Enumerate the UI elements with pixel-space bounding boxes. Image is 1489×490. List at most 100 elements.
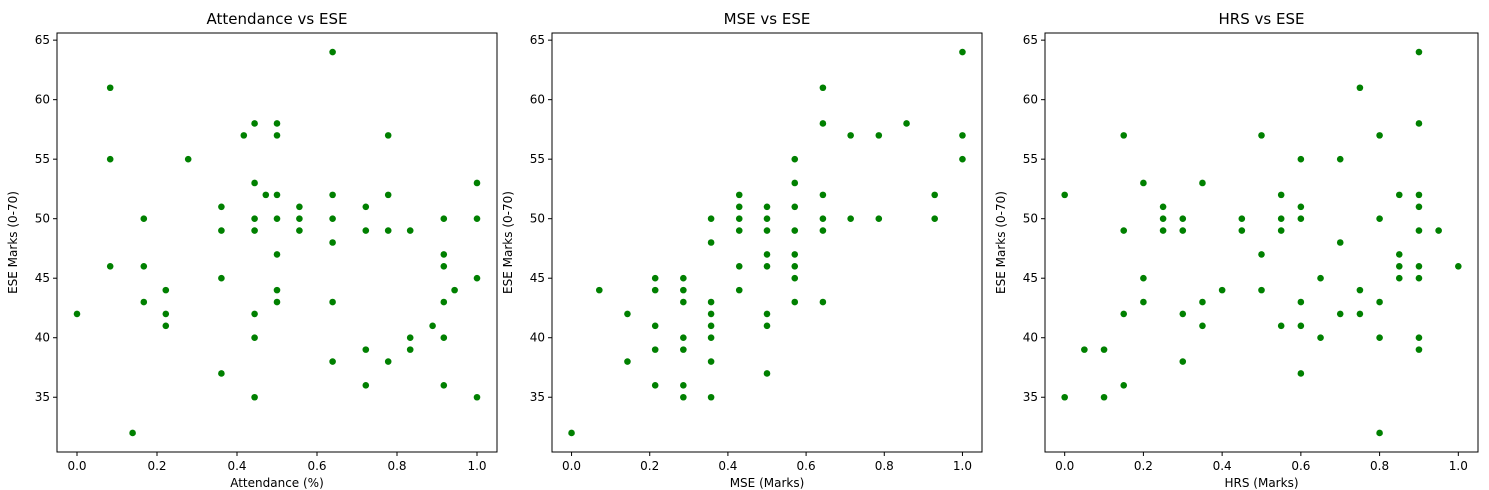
data-point (707, 358, 715, 365)
data-point (651, 286, 659, 294)
data-point (1395, 274, 1403, 282)
y-tick-label: 45 (35, 271, 50, 285)
data-point (735, 203, 743, 211)
data-point (1317, 334, 1324, 342)
data-point (362, 227, 370, 234)
data-point (735, 286, 743, 294)
data-point (1336, 155, 1344, 163)
x-tick-label: 0.2 (1134, 459, 1153, 473)
y-tick-label: 50 (35, 212, 50, 226)
scatter-panel-2: MSE vs ESE 0.0 0.2 0.4 0.6 0.8 1.0 35 40 45 50 55 60… (501, 10, 983, 490)
data-point (651, 322, 659, 330)
data-point (1258, 286, 1265, 294)
data-point (903, 120, 910, 127)
data-point (1159, 215, 1167, 222)
plot-frame (551, 32, 983, 453)
data-point (1395, 263, 1403, 270)
data-point (819, 215, 827, 222)
data-point (1317, 274, 1324, 282)
data-point (791, 155, 799, 163)
x-tick-label: 1.0 (467, 459, 486, 473)
data-point (106, 155, 114, 163)
data-point (735, 263, 743, 270)
data-point (624, 310, 631, 318)
data-point (707, 322, 715, 330)
data-point (1199, 298, 1206, 306)
y-tick-label: 35 (1023, 390, 1038, 404)
data-point (1356, 84, 1364, 92)
data-point (735, 215, 743, 222)
data-point (707, 310, 715, 318)
data-point (624, 358, 631, 365)
data-point (384, 132, 392, 139)
data-point (651, 274, 659, 282)
data-point (106, 263, 114, 270)
data-point (680, 382, 687, 389)
data-point (106, 84, 114, 92)
scatter-panel-1: Attendance vs ESE 0.0 0.2 0.4 0.6 0.8 1.0 35 40 4… (6, 10, 498, 490)
data-point (273, 286, 281, 294)
chart-title: Attendance vs ESE (207, 10, 348, 28)
x-tick-label: 0.2 (640, 459, 659, 473)
data-point (707, 239, 715, 246)
data-point (273, 215, 281, 222)
data-point (406, 227, 414, 234)
data-point (362, 203, 370, 211)
x-tick-label: 0.8 (1370, 459, 1389, 473)
x-tick-label: 0.4 (718, 459, 737, 473)
data-point (651, 346, 659, 353)
data-point (959, 155, 966, 163)
data-point (1455, 263, 1462, 270)
data-point (1376, 132, 1383, 139)
data-point (1415, 334, 1423, 342)
data-point (273, 120, 281, 127)
data-point (1376, 298, 1383, 306)
data-point (140, 263, 148, 270)
data-point (931, 215, 938, 222)
y-tick-label: 65 (35, 33, 50, 47)
data-point (763, 370, 771, 377)
data-point (218, 203, 225, 211)
data-point (1199, 322, 1206, 330)
data-point (240, 132, 248, 139)
data-point (1258, 251, 1265, 258)
x-tick-label: 0.8 (875, 459, 894, 473)
data-point (296, 203, 303, 211)
data-point (1238, 227, 1246, 234)
data-point (429, 322, 436, 330)
data-point (440, 263, 448, 270)
x-tick-label: 0.4 (227, 459, 246, 473)
data-point (218, 227, 225, 234)
y-tick-label: 60 (35, 93, 50, 107)
data-point (791, 263, 799, 270)
data-point (875, 132, 883, 139)
x-tick-label: 1.0 (1449, 459, 1468, 473)
data-point (1277, 322, 1285, 330)
data-point (763, 263, 771, 270)
data-point (73, 310, 81, 318)
data-point (1415, 346, 1423, 353)
data-point (1297, 215, 1305, 222)
data-point (406, 346, 414, 353)
x-tick-label: 1.0 (953, 459, 972, 473)
data-point (1218, 286, 1226, 294)
data-point (651, 382, 659, 389)
data-point (1179, 215, 1187, 222)
data-point (440, 298, 448, 306)
data-point (184, 155, 192, 163)
x-tick-label: 0.8 (387, 459, 406, 473)
data-point (1140, 274, 1147, 282)
data-point (791, 227, 799, 234)
data-point (875, 215, 883, 222)
data-point (1120, 132, 1128, 139)
x-tick-label: 0.0 (562, 459, 581, 473)
data-point (819, 191, 827, 199)
data-point (763, 322, 771, 330)
data-point (1415, 191, 1423, 199)
data-point (735, 227, 743, 234)
data-point (1415, 227, 1423, 234)
data-point (568, 429, 575, 437)
data-point (791, 251, 799, 258)
y-axis-label: ESE Marks (0-70) (994, 191, 1008, 294)
data-point (273, 298, 281, 306)
